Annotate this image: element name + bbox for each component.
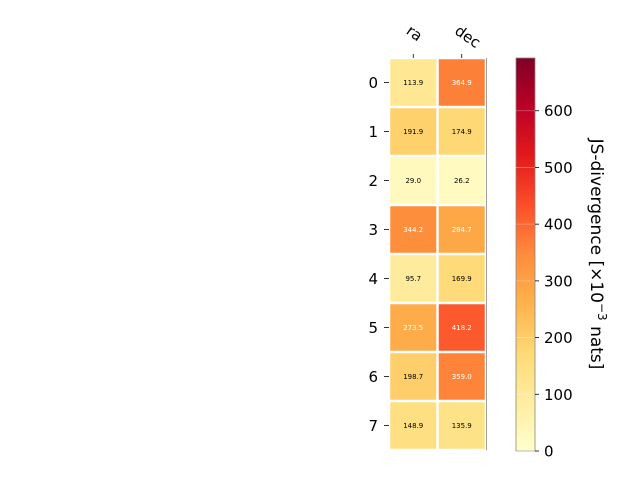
heatmap-cell (438, 59, 485, 106)
heatmap-cell (438, 157, 485, 204)
heatmap-cell (390, 59, 437, 106)
row-label: 3 (368, 221, 378, 239)
row-label: 4 (368, 270, 378, 288)
heatmap-cell (438, 206, 485, 253)
heatmap-cell (390, 255, 437, 302)
cell-value-label: 198.7 (403, 373, 423, 381)
heatmap-cell (438, 255, 485, 302)
colorbar-tick-label: 600 (544, 102, 573, 120)
colorbar-label-exponent: −3 (595, 303, 609, 321)
colorbar-tick-label: 400 (544, 216, 573, 234)
heatmap-cell (390, 353, 437, 400)
colorbar-tick-label: 200 (544, 329, 573, 347)
cell-value-label: 364.9 (452, 79, 472, 87)
cell-value-label: 174.9 (452, 128, 472, 136)
cell-value-label: 284.7 (452, 226, 472, 234)
cell-value-label: 113.9 (403, 79, 423, 87)
row-label: 0 (368, 74, 378, 92)
row-label: 1 (368, 123, 378, 141)
heatmap-cell (438, 402, 485, 449)
cell-value-label: 359.0 (452, 373, 472, 381)
cell-value-label: 148.9 (403, 422, 423, 430)
heatmap-cell (438, 304, 485, 351)
heatmap-cell (390, 157, 437, 204)
cell-value-label: 191.9 (403, 128, 423, 136)
cell-value-label: 29.0 (405, 177, 421, 185)
cell-value-label: 95.7 (405, 275, 421, 283)
cell-value-label: 135.9 (452, 422, 472, 430)
colorbar-gradient (515, 57, 536, 452)
heatmap-cell (390, 402, 437, 449)
heatmap-grid: 113.9 364.9 191.9 174.9 29.0 26.2 344.2 284.7 95… (390, 59, 485, 449)
heatmap-cell (390, 304, 437, 351)
colorbar-tick-label: 0 (544, 443, 554, 461)
cell-value-label: 169.9 (452, 275, 472, 283)
heatmap-cell (438, 108, 485, 155)
cell-value-label: 418.2 (452, 324, 472, 332)
colorbar: 0 100 200 300 400 500 600 JS-divergence [×10−3… (515, 57, 609, 461)
row-label: 5 (368, 319, 378, 337)
colorbar-label-unit: nats] (586, 321, 606, 370)
colorbar-label-main: JS-divergence [×10 (586, 138, 606, 303)
row-label: 6 (368, 368, 378, 386)
colorbar-tick-label: 100 (544, 386, 573, 404)
heatmap-cell (438, 353, 485, 400)
cell-value-label: 273.5 (403, 324, 423, 332)
cell-value-label: 344.2 (403, 226, 423, 234)
column-label: ra (403, 22, 426, 46)
column-labels: ra dec (403, 22, 484, 58)
colorbar-ticks: 0 100 200 300 400 500 600 (516, 102, 573, 461)
colorbar-label: JS-divergence [×10−3 nats] (586, 138, 609, 370)
row-labels: 0 1 2 3 4 5 6 7 (368, 74, 389, 435)
heatmap-cell (390, 108, 437, 155)
colorbar-tick-label: 300 (544, 272, 573, 290)
column-label: dec (451, 22, 483, 52)
row-label: 7 (368, 417, 378, 435)
row-label: 2 (368, 172, 378, 190)
colorbar-tick-label: 500 (544, 159, 573, 177)
heatmap-cell (390, 206, 437, 253)
cell-value-label: 26.2 (454, 177, 470, 185)
